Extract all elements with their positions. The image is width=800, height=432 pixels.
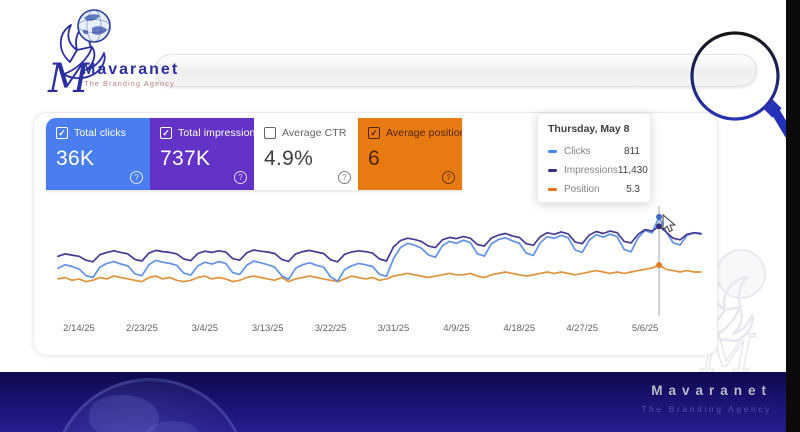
metric-value: 737K	[160, 147, 211, 170]
series-line-clicks	[57, 216, 702, 283]
help-icon[interactable]: ?	[338, 171, 351, 184]
metric-card-average-ctr[interactable]: Average CTR 4.9% ?	[254, 118, 358, 190]
clicks-series-dash-icon	[548, 150, 557, 153]
mavaranet-logo: M Mavaranet The Branding Agency	[47, 9, 179, 102]
help-icon[interactable]: ?	[130, 171, 143, 184]
logo-name: Mavaranet	[82, 61, 179, 78]
tooltip-row-clicks: Clicks 811	[548, 142, 640, 161]
help-icon[interactable]: ?	[442, 171, 455, 184]
series-line-impressions	[57, 225, 702, 263]
logo-tagline: The Branding Agency	[84, 79, 175, 88]
footer-band: Mavaranet The Branding Agency	[0, 372, 800, 432]
hover-dot-impressions	[656, 223, 663, 230]
metric-label: Average CTR	[282, 127, 347, 139]
metric-value: 36K	[56, 147, 95, 170]
series-line-position	[57, 264, 702, 283]
tooltip-row-impressions: Impressions 11,430	[548, 161, 648, 180]
metric-row: ✓ Total clicks 36K ? ✓ Total impressions…	[46, 118, 462, 190]
hover-dot-position	[656, 262, 663, 269]
footer-brand: Mavaranet The Branding Agency	[641, 383, 772, 414]
x-axis-tick: 3/22/25	[315, 323, 347, 334]
checkbox-icon[interactable]	[264, 127, 276, 139]
checkbox-icon[interactable]: ✓	[368, 127, 380, 139]
help-icon[interactable]: ?	[234, 171, 247, 184]
footer-brand-tagline: The Branding Agency	[641, 404, 772, 414]
footer-globe-icon	[52, 378, 248, 432]
x-axis-tick: 5/6/25	[632, 323, 658, 334]
checkbox-icon[interactable]: ✓	[56, 127, 68, 139]
x-axis-tick: 4/18/25	[503, 323, 535, 334]
hover-dot-clicks	[656, 213, 663, 220]
metric-value: 4.9%	[264, 147, 314, 170]
x-axis-tick: 3/13/25	[252, 323, 284, 334]
impressions-series-dash-icon	[548, 169, 557, 172]
decorative-search-bar	[155, 54, 757, 87]
x-axis-tick: 2/23/25	[126, 323, 158, 334]
metric-label: Total impressions	[178, 127, 261, 139]
metric-card-total-clicks[interactable]: ✓ Total clicks 36K ?	[46, 118, 150, 190]
mouse-cursor-icon	[662, 213, 677, 233]
metric-label: Total clicks	[74, 127, 126, 139]
metric-label: Average position	[386, 127, 462, 139]
chart-tooltip: Thursday, May 8 Clicks 811 Impressions 1…	[537, 113, 651, 203]
metric-card-total-impressions[interactable]: ✓ Total impressions 737K ?	[150, 118, 261, 190]
x-axis-tick: 3/31/25	[378, 323, 410, 334]
metric-value: 6	[368, 147, 380, 170]
x-axis-tick: 2/14/25	[63, 323, 95, 334]
metric-card-average-position[interactable]: ✓ Average position 6 ?	[358, 118, 462, 190]
performance-line-chart[interactable]: 2/14/25 2/23/25 3/4/25 3/13/25 3/22/25 3/31/2…	[34, 113, 717, 355]
footer-brand-name: Mavaranet	[651, 383, 772, 398]
tooltip-date: Thursday, May 8	[548, 123, 630, 135]
tooltip-row-position: Position 5.3	[548, 180, 640, 199]
logo-script-m: M	[47, 56, 90, 102]
position-series-dash-icon	[548, 188, 557, 191]
x-axis-tick: 4/9/25	[443, 323, 469, 334]
magnifier-icon	[690, 31, 795, 141]
search-performance-card: ✓ Total clicks 36K ? ✓ Total impressions…	[33, 112, 718, 356]
x-axis-tick: 3/4/25	[192, 323, 218, 334]
x-axis-tick: 4/27/25	[566, 323, 598, 334]
checkbox-icon[interactable]: ✓	[160, 127, 172, 139]
right-edge-strip	[786, 0, 800, 432]
